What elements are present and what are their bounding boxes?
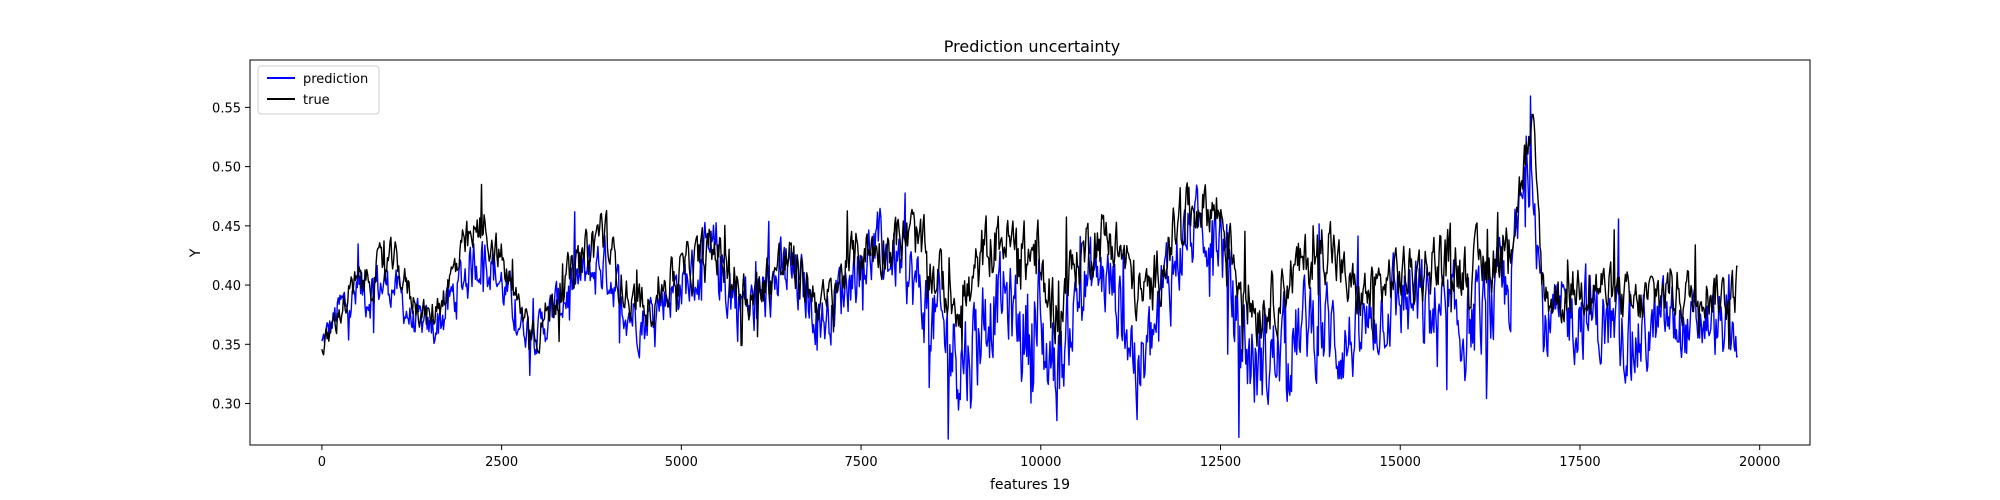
- legend-label-prediction: prediction: [303, 72, 368, 87]
- x-tick-label: 2500: [485, 455, 518, 470]
- x-tick-label: 17500: [1559, 455, 1600, 470]
- x-tick-label: 5000: [665, 455, 698, 470]
- legend-label-true: true: [303, 93, 330, 108]
- x-tick-label: 20000: [1739, 455, 1780, 470]
- x-tick-label: 15000: [1380, 455, 1421, 470]
- axes-layer: 0 2500 5000 7500 10000 12500 15000 17500 20000 0.…: [212, 101, 1780, 470]
- y-tick-label: 0.35: [212, 338, 241, 353]
- series-line-prediction: [321, 95, 1739, 440]
- y-tick-label: 0.45: [212, 220, 241, 235]
- y-tick-label: 0.50: [212, 161, 241, 176]
- x-axis-label: features 19: [990, 477, 1070, 493]
- legend: prediction true: [257, 65, 380, 115]
- y-tick-label: 0.55: [212, 101, 241, 116]
- y-tick-label: 0.30: [212, 398, 241, 413]
- x-tick-label: 0: [318, 455, 326, 470]
- series-line-true: [321, 113, 1738, 356]
- x-tick-label: 10000: [1020, 455, 1061, 470]
- series-layer: [321, 95, 1739, 440]
- plot-frame: [249, 59, 1811, 446]
- y-axis-label: Y: [188, 248, 204, 258]
- chart-title: Prediction uncertainty: [944, 37, 1120, 56]
- x-tick-label: 12500: [1200, 455, 1241, 470]
- y-tick-label: 0.40: [212, 279, 241, 294]
- x-tick-label: 7500: [845, 455, 878, 470]
